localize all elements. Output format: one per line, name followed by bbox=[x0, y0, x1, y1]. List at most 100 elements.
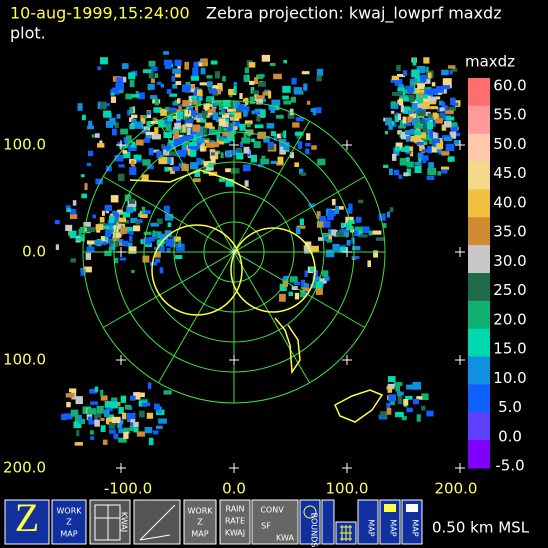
echo bbox=[300, 172, 307, 176]
conv-sf-button[interactable]: CONV SF KWA bbox=[251, 499, 299, 545]
echo bbox=[154, 73, 158, 78]
echo bbox=[109, 228, 117, 235]
colorbar-label: 15.0 bbox=[493, 340, 526, 358]
echo bbox=[268, 91, 272, 99]
zebra-button[interactable]: Z bbox=[4, 495, 50, 545]
echo bbox=[80, 269, 86, 276]
echo bbox=[230, 116, 235, 121]
echo bbox=[163, 132, 173, 139]
echo bbox=[139, 210, 148, 218]
work-map-button[interactable]: WORK Z MAP bbox=[51, 499, 87, 545]
echo bbox=[322, 232, 332, 238]
x-label: 0.0 bbox=[222, 480, 246, 498]
echo bbox=[108, 421, 116, 429]
echo bbox=[109, 429, 116, 434]
echo bbox=[137, 92, 145, 100]
echo bbox=[125, 140, 129, 149]
echo bbox=[75, 237, 85, 242]
echo bbox=[339, 247, 348, 252]
echo bbox=[397, 130, 402, 135]
echo bbox=[345, 233, 349, 238]
kwaj-map-button[interactable]: KWAJ bbox=[89, 499, 131, 545]
echo bbox=[116, 239, 124, 243]
echo bbox=[214, 99, 223, 106]
echo bbox=[200, 144, 205, 152]
colorbar-label: 5.0 bbox=[498, 398, 522, 416]
spoke bbox=[233, 251, 366, 328]
echo bbox=[435, 118, 443, 124]
echo bbox=[121, 63, 129, 69]
echo bbox=[175, 255, 183, 260]
map-button[interactable]: MAP bbox=[401, 499, 423, 545]
echo bbox=[141, 129, 150, 134]
echo bbox=[116, 77, 124, 84]
echo bbox=[128, 147, 136, 152]
echo bbox=[134, 157, 142, 163]
echo bbox=[90, 436, 95, 440]
map-button[interactable]: MAP bbox=[357, 499, 379, 545]
echo bbox=[223, 139, 229, 144]
echo bbox=[451, 68, 458, 72]
echo bbox=[116, 114, 121, 119]
colorbar-label: 40.0 bbox=[493, 193, 526, 211]
echo bbox=[170, 169, 175, 174]
echo bbox=[206, 81, 213, 88]
echo bbox=[171, 75, 176, 82]
echo bbox=[403, 70, 408, 76]
echo bbox=[386, 211, 391, 218]
echo bbox=[119, 217, 127, 223]
echo bbox=[409, 82, 416, 87]
radar-button[interactable] bbox=[133, 499, 181, 545]
echo bbox=[235, 152, 244, 160]
echo bbox=[324, 276, 330, 281]
echo bbox=[174, 236, 181, 242]
echo bbox=[444, 137, 453, 142]
echo bbox=[154, 98, 159, 106]
echo bbox=[400, 105, 405, 113]
echo bbox=[421, 103, 428, 109]
echo bbox=[155, 406, 162, 414]
echo bbox=[165, 106, 170, 110]
echo bbox=[196, 157, 202, 166]
title-cont: plot. bbox=[10, 24, 46, 43]
echo bbox=[398, 125, 406, 129]
map-button[interactable]: MAP bbox=[379, 499, 401, 545]
cross bbox=[116, 355, 126, 365]
echo bbox=[230, 112, 234, 116]
echo bbox=[416, 65, 426, 74]
colorbar-swatch bbox=[468, 217, 490, 246]
work-map-button-2[interactable]: WORK Z MAP bbox=[183, 499, 217, 545]
echo bbox=[228, 88, 237, 96]
echo bbox=[429, 101, 437, 105]
bounds-button[interactable]: BOUNDS bbox=[299, 499, 321, 547]
echo bbox=[279, 146, 286, 155]
echo bbox=[316, 68, 324, 76]
echo bbox=[108, 246, 113, 251]
echo bbox=[293, 282, 301, 286]
echo bbox=[200, 119, 207, 123]
echo bbox=[299, 218, 304, 226]
echo bbox=[440, 166, 450, 170]
button-text: SF bbox=[261, 522, 271, 531]
echo bbox=[310, 283, 316, 289]
echo bbox=[110, 195, 119, 203]
echo bbox=[128, 72, 136, 80]
grid-button[interactable] bbox=[321, 499, 357, 545]
cross bbox=[116, 140, 126, 150]
rain-rate-button[interactable]: RAIN RATE KWAJ bbox=[219, 499, 251, 545]
echo bbox=[102, 103, 110, 107]
echo bbox=[218, 137, 226, 142]
echo bbox=[331, 198, 336, 206]
button-text: MAP bbox=[367, 519, 376, 536]
echo bbox=[348, 203, 353, 211]
range-rings bbox=[82, 100, 386, 404]
echo bbox=[411, 128, 417, 135]
echo bbox=[88, 243, 92, 248]
echo bbox=[153, 246, 159, 250]
echo bbox=[175, 81, 182, 85]
echo bbox=[290, 96, 296, 103]
echo bbox=[87, 408, 97, 415]
cross bbox=[342, 247, 352, 257]
cross bbox=[116, 247, 126, 257]
echo bbox=[388, 125, 393, 130]
